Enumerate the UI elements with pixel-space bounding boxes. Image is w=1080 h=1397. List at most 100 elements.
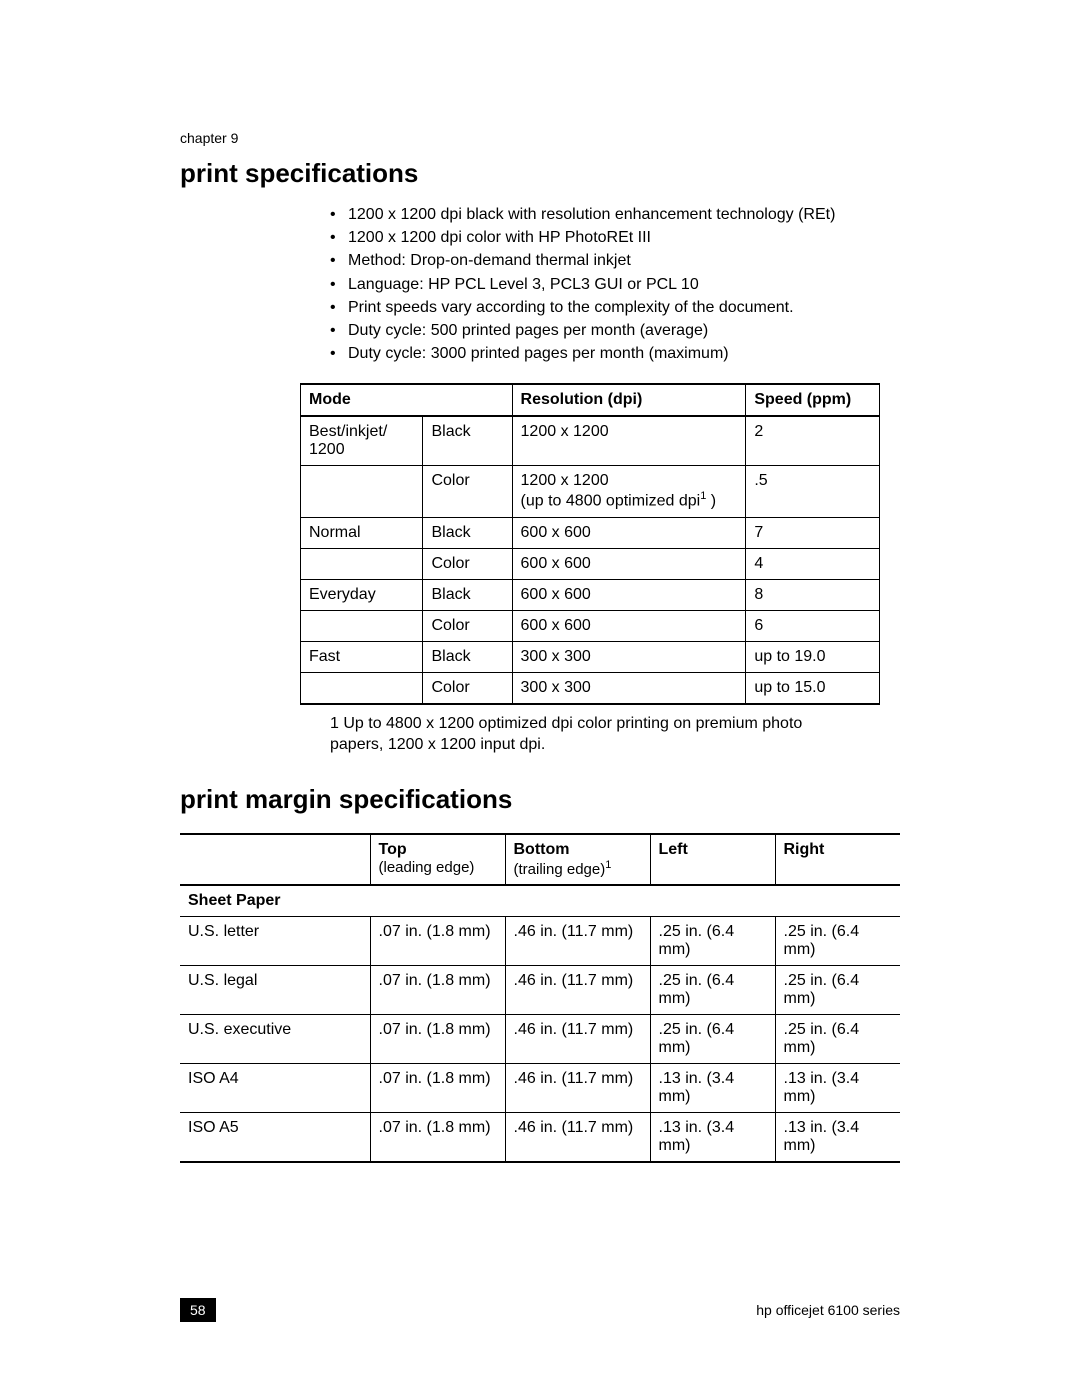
cell-resolution: 600 x 600 <box>512 579 746 610</box>
cell-top: .07 in. (1.8 mm) <box>370 1112 505 1162</box>
spec-bullet: 1200 x 1200 dpi color with HP PhotoREt I… <box>330 226 900 249</box>
table-row: Color 300 x 300 up to 15.0 <box>301 672 880 704</box>
cell-right: .25 in. (6.4 mm) <box>775 965 900 1014</box>
cell-resolution: 600 x 600 <box>512 517 746 548</box>
spec-bullet: Language: HP PCL Level 3, PCL3 GUI or PC… <box>330 273 900 296</box>
cell-type: Black <box>423 579 512 610</box>
cell-type: Black <box>423 517 512 548</box>
cell-resolution: 600 x 600 <box>512 548 746 579</box>
table-row: Color 600 x 600 6 <box>301 610 880 641</box>
spec-bullet: Duty cycle: 3000 printed pages per month… <box>330 342 900 365</box>
table-row: Color 600 x 600 4 <box>301 548 880 579</box>
cell-paper-name: U.S. legal <box>180 965 370 1014</box>
cell-speed: up to 15.0 <box>746 672 880 704</box>
table-row: Normal Black 600 x 600 7 <box>301 517 880 548</box>
cell-speed: 8 <box>746 579 880 610</box>
table-row: Color 1200 x 1200(up to 4800 optimized d… <box>301 466 880 517</box>
cell-resolution: 1200 x 1200(up to 4800 optimized dpi1 ) <box>512 466 746 517</box>
cell-left: .13 in. (3.4 mm) <box>650 1063 775 1112</box>
document-page: chapter 9 print specifications 1200 x 12… <box>0 0 1080 1397</box>
cell-paper-name: U.S. letter <box>180 916 370 965</box>
cell-speed: 6 <box>746 610 880 641</box>
cell-paper-name: ISO A4 <box>180 1063 370 1112</box>
cell-type: Color <box>423 548 512 579</box>
cell-mode: Fast <box>301 641 423 672</box>
table-row: ISO A4 .07 in. (1.8 mm) .46 in. (11.7 mm… <box>180 1063 900 1112</box>
cell-bottom: .46 in. (11.7 mm) <box>505 1063 650 1112</box>
col-header-mode: Mode <box>301 384 513 416</box>
cell-left: .25 in. (6.4 mm) <box>650 1014 775 1063</box>
cell-resolution: 1200 x 1200 <box>512 416 746 466</box>
cell-type: Black <box>423 641 512 672</box>
section-heading-margin-specs: print margin specifications <box>180 784 900 815</box>
col-header-bottom: Bottom (trailing edge)1 <box>505 834 650 885</box>
spec-bullet: Duty cycle: 500 printed pages per month … <box>330 319 900 342</box>
cell-top: .07 in. (1.8 mm) <box>370 1014 505 1063</box>
header-text: Top <box>379 841 407 858</box>
col-header-right: Right <box>775 834 900 885</box>
print-spec-tbody: Best/inkjet/1200 Black 1200 x 1200 2 Col… <box>301 416 880 703</box>
cell-right: .13 in. (3.4 mm) <box>775 1063 900 1112</box>
header-sub: (trailing edge)1 <box>514 859 642 878</box>
cell-right: .25 in. (6.4 mm) <box>775 1014 900 1063</box>
cell-mode: Best/inkjet/1200 <box>301 416 423 466</box>
cell-bottom: .46 in. (11.7 mm) <box>505 1014 650 1063</box>
table-row: U.S. letter .07 in. (1.8 mm) .46 in. (11… <box>180 916 900 965</box>
table-row: Fast Black 300 x 300 up to 19.0 <box>301 641 880 672</box>
cell-top: .07 in. (1.8 mm) <box>370 916 505 965</box>
table-row: Best/inkjet/1200 Black 1200 x 1200 2 <box>301 416 880 466</box>
cell-speed: up to 19.0 <box>746 641 880 672</box>
table-footnote: 1 Up to 4800 x 1200 optimized dpi color … <box>330 713 810 756</box>
cell-resolution: 300 x 300 <box>512 672 746 704</box>
cell-resolution: 600 x 600 <box>512 610 746 641</box>
table-section-row: Sheet Paper <box>180 885 900 917</box>
spec-bullet-list: 1200 x 1200 dpi black with resolution en… <box>180 203 900 365</box>
page-footer: 58 hp officejet 6100 series <box>180 1298 900 1322</box>
col-header-speed: Speed (ppm) <box>746 384 880 416</box>
cell-left: .25 in. (6.4 mm) <box>650 965 775 1014</box>
cell-speed: 2 <box>746 416 880 466</box>
col-header-blank <box>180 834 370 885</box>
cell-paper-name: U.S. executive <box>180 1014 370 1063</box>
cell-left: .25 in. (6.4 mm) <box>650 916 775 965</box>
col-header-resolution: Resolution (dpi) <box>512 384 746 416</box>
cell-type: Color <box>423 672 512 704</box>
cell-left: .13 in. (3.4 mm) <box>650 1112 775 1162</box>
margin-spec-table: Top (leading edge) Bottom (trailing edge… <box>180 833 900 1163</box>
table-row: U.S. legal .07 in. (1.8 mm) .46 in. (11.… <box>180 965 900 1014</box>
section-heading-print-specs: print specifications <box>180 158 900 189</box>
cell-mode: Normal <box>301 517 423 548</box>
page-number: 58 <box>180 1298 216 1322</box>
cell-mode <box>301 466 423 517</box>
spec-bullet: Print speeds vary according to the compl… <box>330 296 900 319</box>
cell-mode: Everyday <box>301 579 423 610</box>
col-header-top: Top (leading edge) <box>370 834 505 885</box>
cell-bottom: .46 in. (11.7 mm) <box>505 965 650 1014</box>
header-text: Bottom <box>514 841 570 858</box>
cell-top: .07 in. (1.8 mm) <box>370 1063 505 1112</box>
table-row: ISO A5 .07 in. (1.8 mm) .46 in. (11.7 mm… <box>180 1112 900 1162</box>
spec-bullet: 1200 x 1200 dpi black with resolution en… <box>330 203 900 226</box>
cell-type: Color <box>423 466 512 517</box>
cell-bottom: .46 in. (11.7 mm) <box>505 916 650 965</box>
chapter-label: chapter 9 <box>180 130 900 146</box>
cell-paper-name: ISO A5 <box>180 1112 370 1162</box>
cell-mode <box>301 672 423 704</box>
cell-type: Color <box>423 610 512 641</box>
col-header-left: Left <box>650 834 775 885</box>
cell-speed: 7 <box>746 517 880 548</box>
cell-mode <box>301 610 423 641</box>
header-sub: (leading edge) <box>379 859 497 876</box>
spec-bullet: Method: Drop-on-demand thermal inkjet <box>330 249 900 272</box>
cell-mode <box>301 548 423 579</box>
cell-speed: 4 <box>746 548 880 579</box>
cell-right: .13 in. (3.4 mm) <box>775 1112 900 1162</box>
section-label: Sheet Paper <box>180 885 900 917</box>
cell-speed: .5 <box>746 466 880 517</box>
cell-right: .25 in. (6.4 mm) <box>775 916 900 965</box>
cell-type: Black <box>423 416 512 466</box>
print-spec-table: Mode Resolution (dpi) Speed (ppm) Best/i… <box>300 383 880 704</box>
cell-bottom: .46 in. (11.7 mm) <box>505 1112 650 1162</box>
cell-top: .07 in. (1.8 mm) <box>370 965 505 1014</box>
table-row: U.S. executive .07 in. (1.8 mm) .46 in. … <box>180 1014 900 1063</box>
